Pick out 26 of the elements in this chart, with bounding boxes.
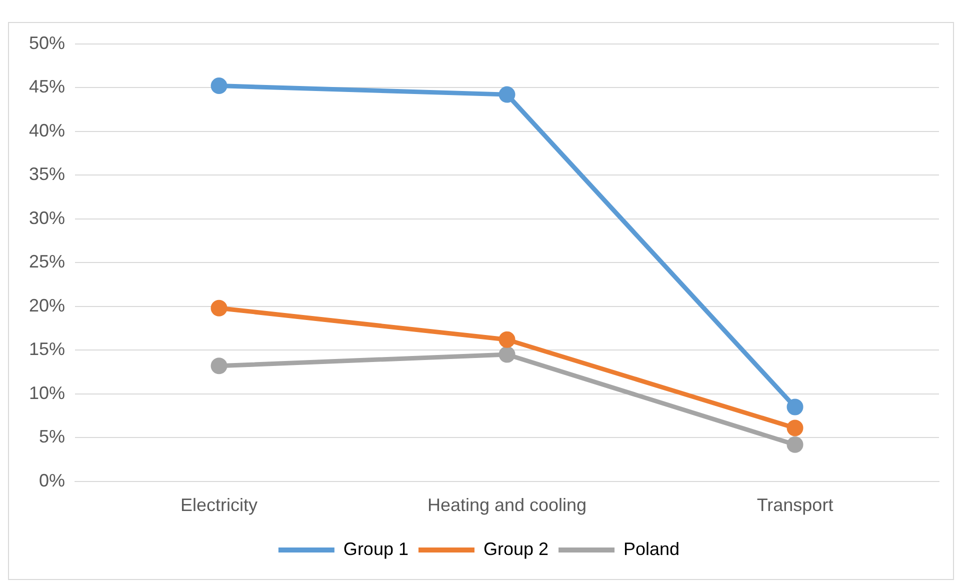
y-tick-label: 45% [28, 76, 66, 97]
y-tick-label: 25% [28, 252, 66, 272]
point [786, 398, 804, 416]
x-tick-label: Heating and cooling [427, 495, 587, 516]
x-tick-label: Electricity [180, 495, 258, 516]
legend-label: Poland [624, 538, 680, 559]
y-tick-label: 40% [28, 120, 66, 140]
legend-label: Group 1 [343, 538, 408, 559]
legend-label: Group 2 [483, 538, 549, 559]
y-tick-label: 35% [28, 164, 66, 184]
x-tick-label: Transport [756, 495, 834, 516]
point [786, 436, 804, 453]
point [210, 300, 228, 316]
point [498, 346, 516, 363]
point [498, 331, 516, 348]
point [210, 358, 228, 374]
point [498, 86, 516, 103]
y-tick-label: 0% [39, 470, 66, 490]
y-tick-label: 50% [28, 32, 66, 53]
y-tick-label: 20% [28, 295, 66, 316]
y-tick-label: 15% [28, 339, 66, 360]
y-tick-label: 30% [28, 208, 66, 228]
y-tick-label: 10% [28, 382, 66, 403]
point [210, 78, 228, 94]
y-tick-label: 5% [39, 426, 66, 447]
point [786, 420, 804, 436]
